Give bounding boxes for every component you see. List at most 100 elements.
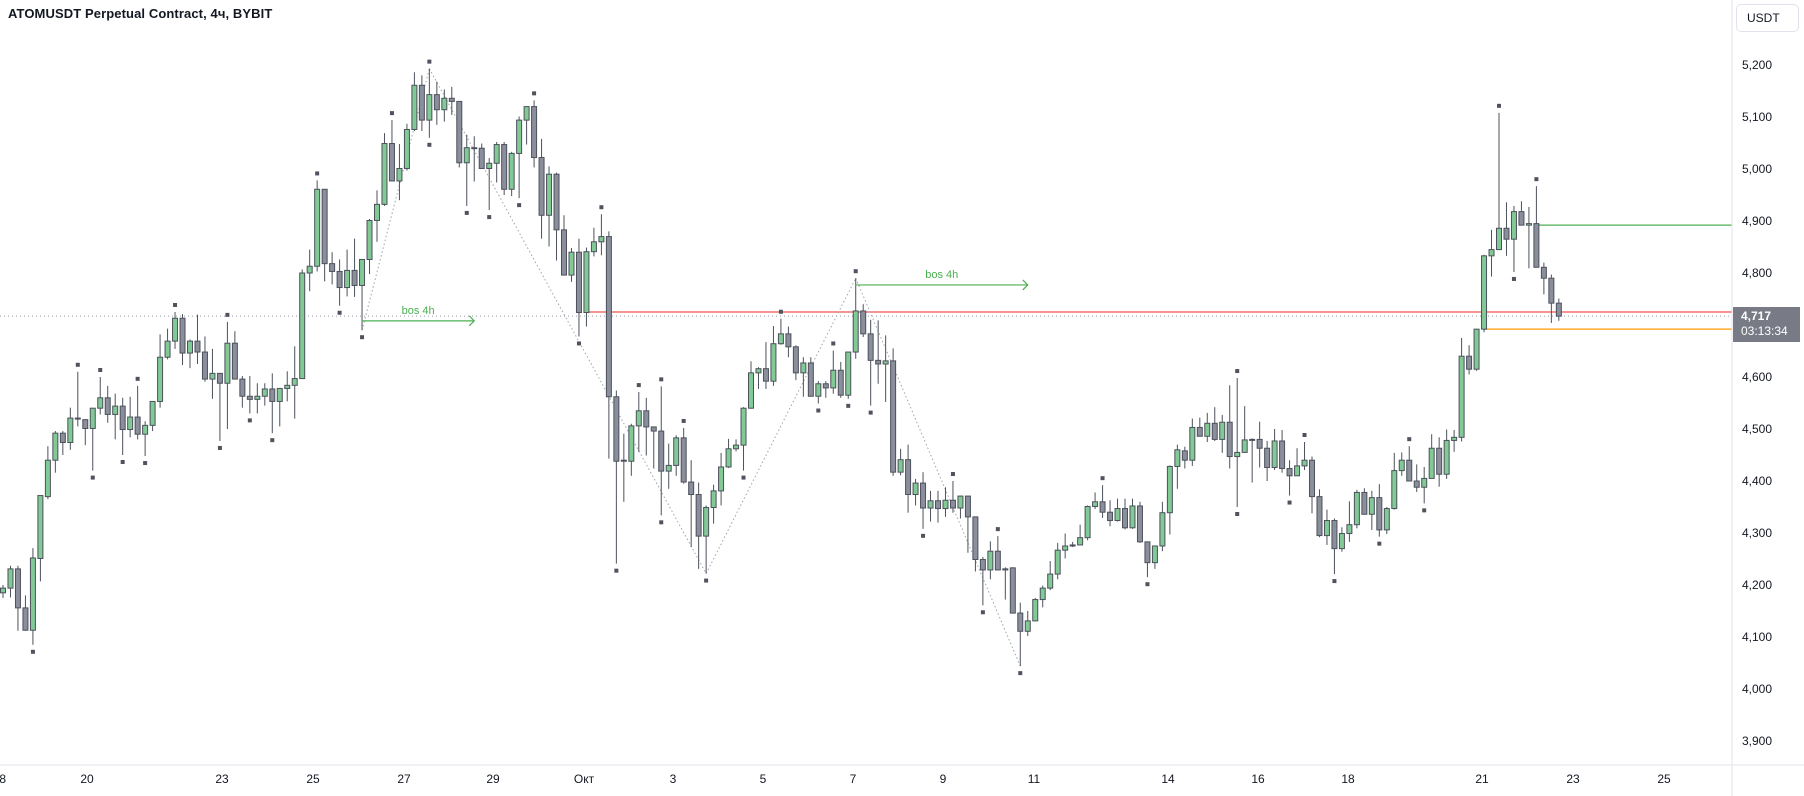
bull-candle <box>665 443 672 489</box>
candle-body <box>762 368 769 382</box>
price-axis[interactable]: 5,200 5,100 5,000 4,900 4,800 4,600 4,500 4,400… <box>1742 58 1772 748</box>
candle-body <box>59 432 66 444</box>
price-tick-label: 5,200 <box>1742 58 1772 72</box>
pivot-low-marker <box>659 520 664 525</box>
pivot-low-marker <box>427 142 432 147</box>
bear-candle <box>875 320 882 384</box>
price-tick-label: 4,900 <box>1742 214 1772 228</box>
candle-body <box>1234 451 1241 458</box>
time-axis[interactable]: 8 20 23 25 27 29 Окт 3 5 7 9 11 14 16 18 21 23 25 <box>0 772 1671 786</box>
bull-candle <box>284 371 291 402</box>
candle-body <box>1279 440 1286 470</box>
bull-candle <box>276 387 283 427</box>
candle-body <box>1241 439 1248 453</box>
candle-body <box>224 342 231 384</box>
bull-candle <box>770 326 777 386</box>
candle-body <box>1054 549 1061 575</box>
candle-body <box>1421 477 1428 488</box>
candle-body <box>1496 227 1502 251</box>
candle-body <box>336 270 343 289</box>
candle-body <box>987 550 994 571</box>
candle-body <box>852 310 859 353</box>
bull-candle <box>396 144 403 201</box>
candle-body <box>733 444 740 450</box>
bull-candle <box>164 328 171 360</box>
pivot-high-marker <box>599 205 604 210</box>
bull-candle <box>1054 542 1061 580</box>
candle-body <box>52 432 59 461</box>
bull-candle <box>224 321 231 429</box>
candle-body <box>329 263 336 272</box>
bull-candle <box>897 448 904 476</box>
bull-candle <box>1443 429 1450 479</box>
bear-candle <box>1413 464 1420 492</box>
candle-body <box>1488 249 1495 257</box>
pivot-low-marker <box>270 438 275 443</box>
candle-body <box>493 144 500 164</box>
bar-countdown: 03:13:34 <box>1741 324 1788 338</box>
bear-candle <box>613 390 620 564</box>
bear-candle <box>321 188 328 282</box>
time-tick-label: 23 <box>1566 772 1580 786</box>
pivot-high-marker <box>98 368 103 372</box>
bull-candle <box>97 377 104 415</box>
bull-candle <box>1301 442 1308 471</box>
bear-candle <box>471 136 478 182</box>
pivot-markers <box>30 59 1539 676</box>
pivot-low-marker <box>360 335 365 340</box>
candle-body <box>1391 470 1398 510</box>
candle-body <box>201 351 208 380</box>
pivot-high-marker <box>1534 177 1539 182</box>
candle-body <box>1428 447 1435 479</box>
bull-candle <box>725 438 732 468</box>
candle-body <box>546 173 553 216</box>
candle-body <box>516 119 523 154</box>
bull-candle <box>291 346 298 419</box>
candle-body <box>860 310 867 335</box>
bull-candle <box>403 123 410 171</box>
time-tick-label: 14 <box>1161 772 1175 786</box>
bear-candle <box>1518 201 1525 226</box>
bull-candle <box>366 218 373 275</box>
bull-candle <box>673 435 680 476</box>
bear-candle <box>531 100 538 168</box>
bull-candle <box>1398 452 1405 476</box>
candle-body <box>538 157 545 216</box>
bear-candle <box>890 348 897 476</box>
bear-candle <box>650 426 657 469</box>
candle-body <box>680 437 687 483</box>
candle-body <box>381 143 388 205</box>
bull-candle <box>493 141 500 183</box>
candle-body <box>905 459 912 496</box>
currency-unit-button[interactable]: USDT <box>1736 4 1799 32</box>
candle-body <box>1159 512 1166 547</box>
candle-body <box>1555 302 1562 317</box>
candle-body <box>897 459 904 473</box>
candle-body <box>276 387 283 402</box>
bull-candle <box>1084 505 1091 541</box>
bear-candle <box>351 238 358 297</box>
bull-candle <box>628 423 635 476</box>
candle-body <box>1518 211 1525 226</box>
bull-candle <box>374 190 380 242</box>
bear-candle <box>1503 202 1510 256</box>
bear-candle <box>231 331 238 380</box>
candle-body <box>157 356 164 402</box>
candle-body <box>972 516 979 561</box>
bull-candle <box>1525 206 1532 269</box>
candle-body <box>1361 491 1368 515</box>
bull-candle <box>1039 585 1046 608</box>
price-tick-label: 4,500 <box>1742 422 1772 436</box>
bull-candle <box>755 367 762 389</box>
pivot-low-marker <box>921 533 926 538</box>
bull-candle <box>381 133 388 206</box>
bull-candle <box>261 383 268 406</box>
candle-body <box>14 568 21 609</box>
bear-candle <box>59 431 66 455</box>
candle-body <box>134 416 141 435</box>
bear-candle <box>1256 421 1263 468</box>
candle-body <box>456 100 463 164</box>
candle-body <box>82 419 89 429</box>
candle-body <box>1466 355 1473 370</box>
